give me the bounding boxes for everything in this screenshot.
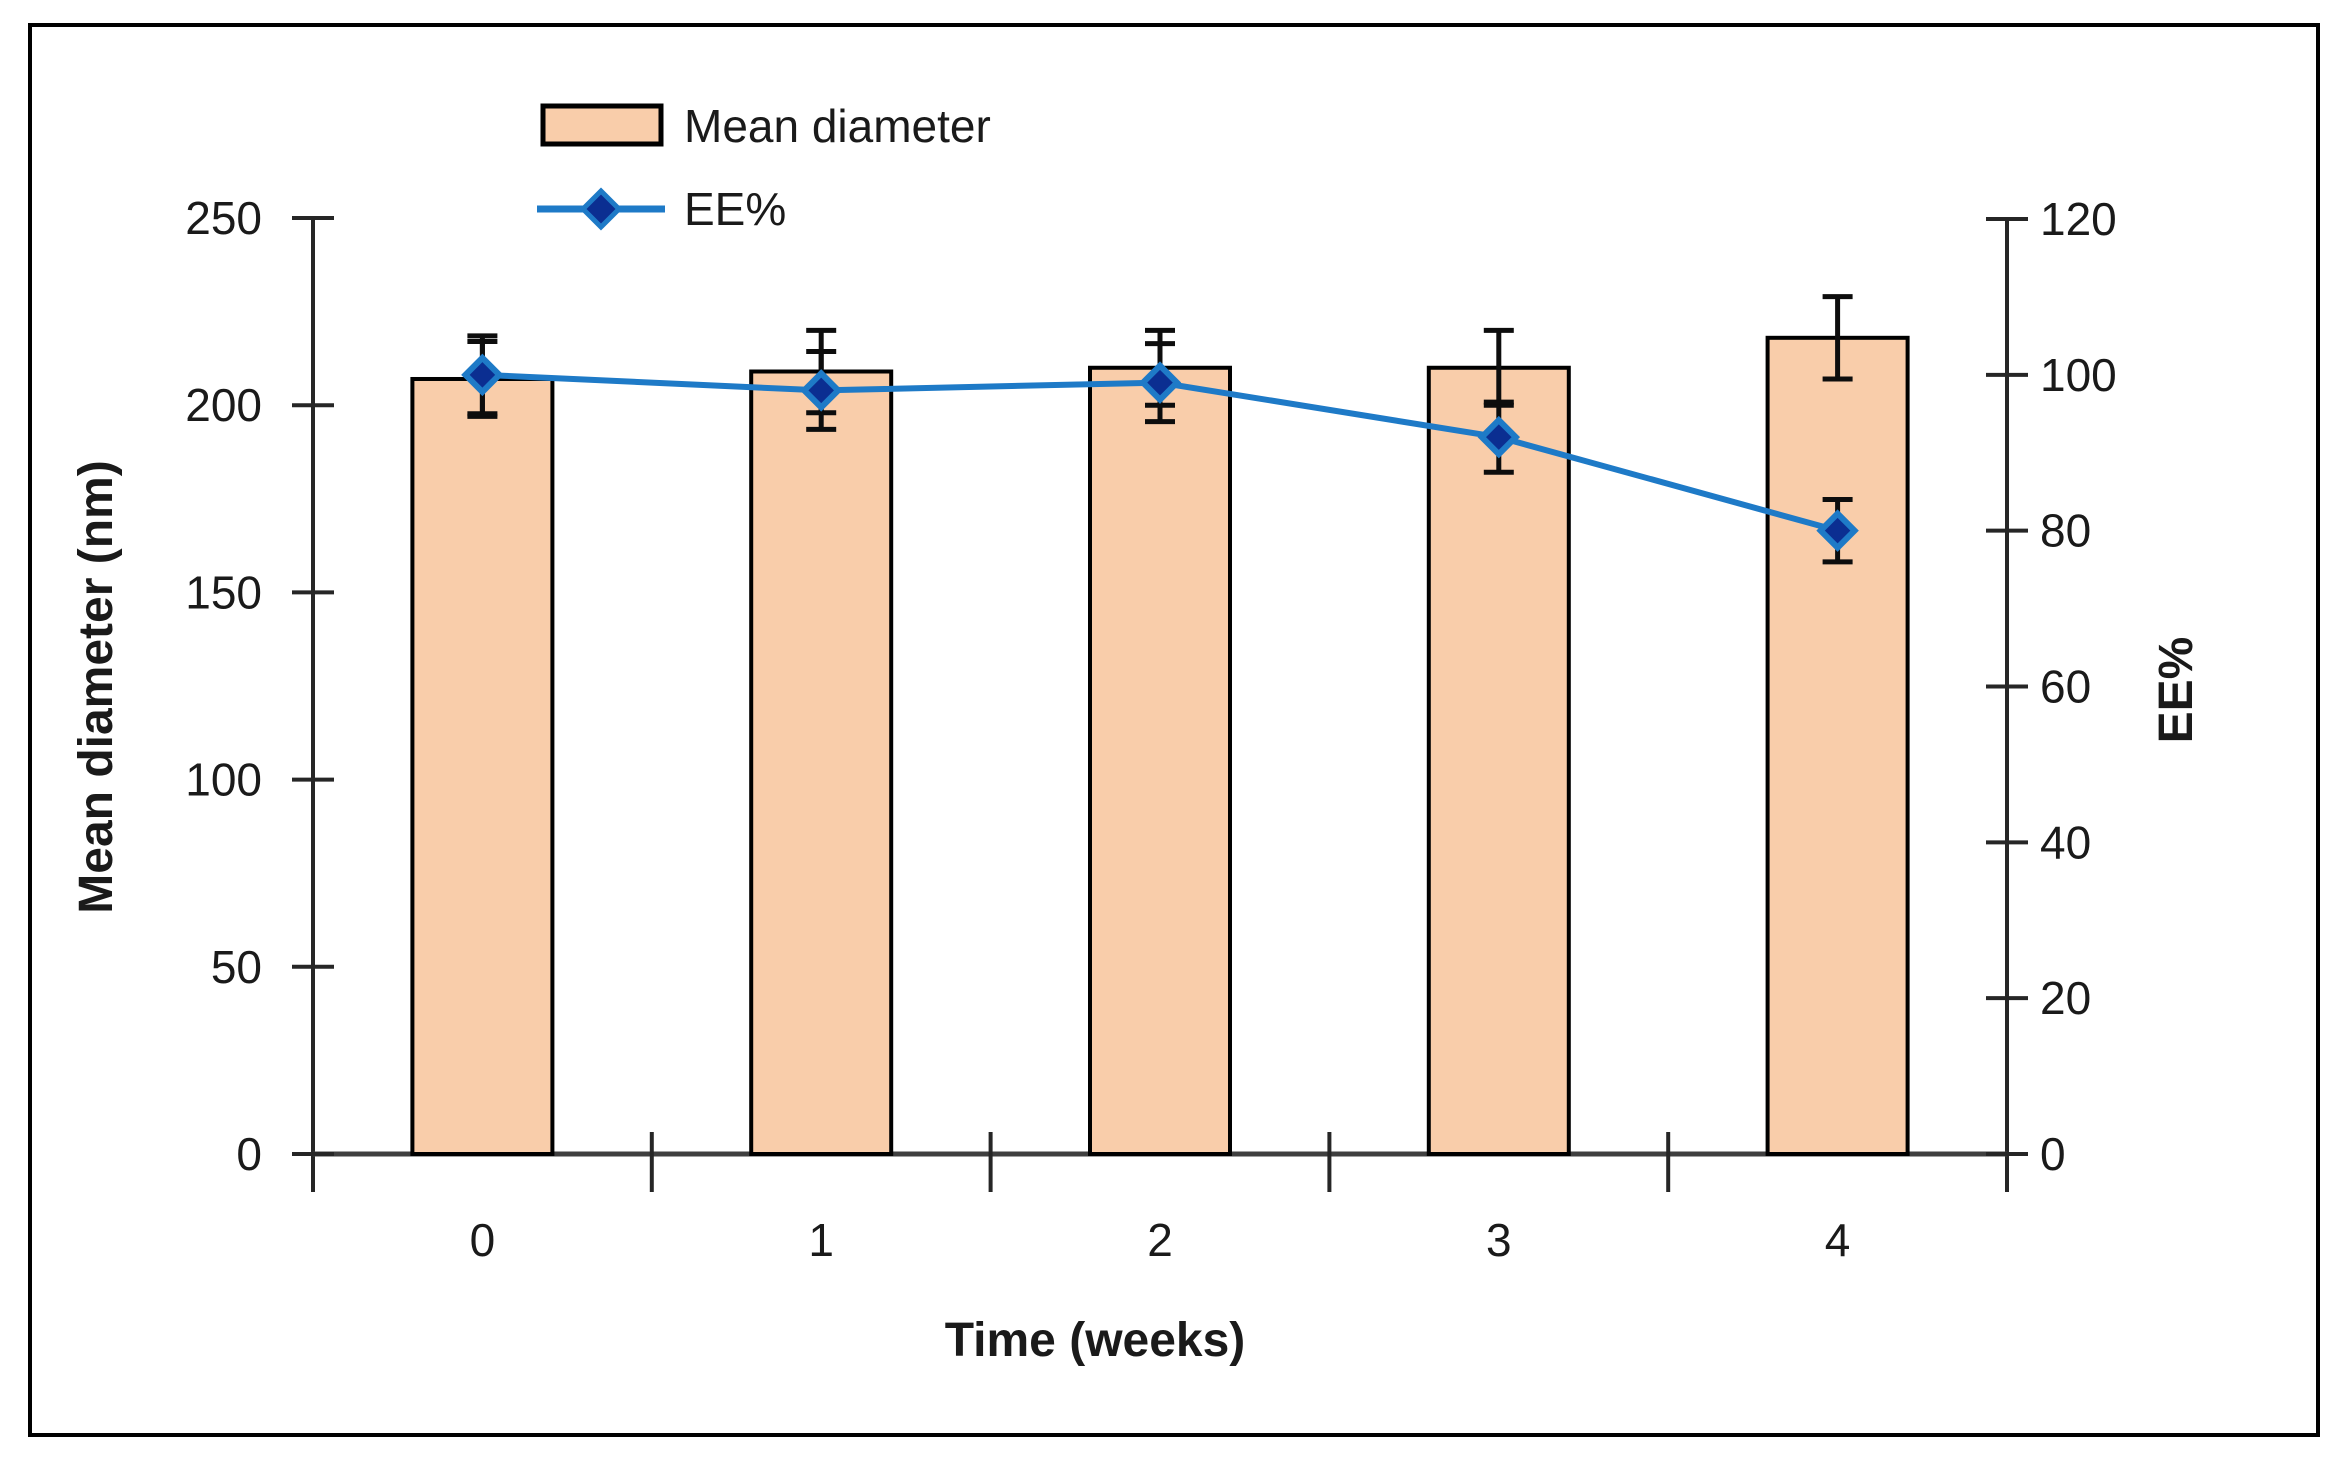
y-right-tick-label: 80 (2040, 505, 2091, 557)
y-right-axis-title: EE% (2150, 637, 2203, 744)
bar-week-3 (1426, 365, 1571, 1156)
y-left-tick-label: 250 (185, 192, 262, 244)
ee-marker-week-0 (461, 353, 504, 397)
chart-frame-border (28, 23, 2320, 1437)
y-right-tick-label: 0 (2040, 1128, 2066, 1180)
ee-marker-week-2 (1138, 361, 1182, 404)
bar-week-1 (749, 369, 894, 1156)
x-tick-label: 0 (470, 1214, 496, 1266)
x-tick-label: 2 (1147, 1214, 1173, 1266)
x-axis-title: Time (weeks) (945, 1314, 1246, 1367)
y-right-tick-label: 120 (2040, 193, 2117, 245)
y-right-tick-label: 100 (2040, 349, 2117, 401)
y-left-tick-label: 100 (185, 754, 262, 806)
y-left-tick-label: 200 (185, 379, 262, 431)
ee-marker-week-1 (799, 369, 843, 412)
x-tick-label: 1 (808, 1214, 834, 1266)
legend: Mean diameter EE% (537, 100, 991, 235)
x-tick-label: 4 (1825, 1214, 1851, 1266)
ee-marker-week-3 (1477, 415, 1521, 459)
x-tick-label: 3 (1486, 1214, 1512, 1266)
y-left-axis-title: Mean diameter (nm) (70, 460, 123, 913)
legend-bar-swatch-icon (540, 103, 664, 147)
bar-week-2 (1088, 365, 1232, 1156)
y-right-tick-label: 60 (2040, 661, 2091, 713)
legend-bar-label: Mean diameter (684, 100, 991, 152)
y-right-tick-label: 20 (2040, 972, 2091, 1024)
y-right-tick-label: 40 (2040, 816, 2091, 868)
y-left-tick-label: 150 (185, 566, 262, 618)
bar-week-0 (410, 376, 555, 1156)
ee-marker-week-4 (1816, 509, 1859, 552)
y-left-tick-label: 0 (236, 1128, 262, 1180)
plot-area: 0 50 100 150 200 250 0 20 40 60 80 100 120 0 1 2 3 4 (185, 192, 2117, 1266)
y-left-tick-label: 50 (211, 941, 262, 993)
bar-week-4 (1765, 335, 1910, 1157)
legend-diamond-marker-icon (579, 187, 623, 231)
legend-line-label: EE% (684, 183, 786, 235)
